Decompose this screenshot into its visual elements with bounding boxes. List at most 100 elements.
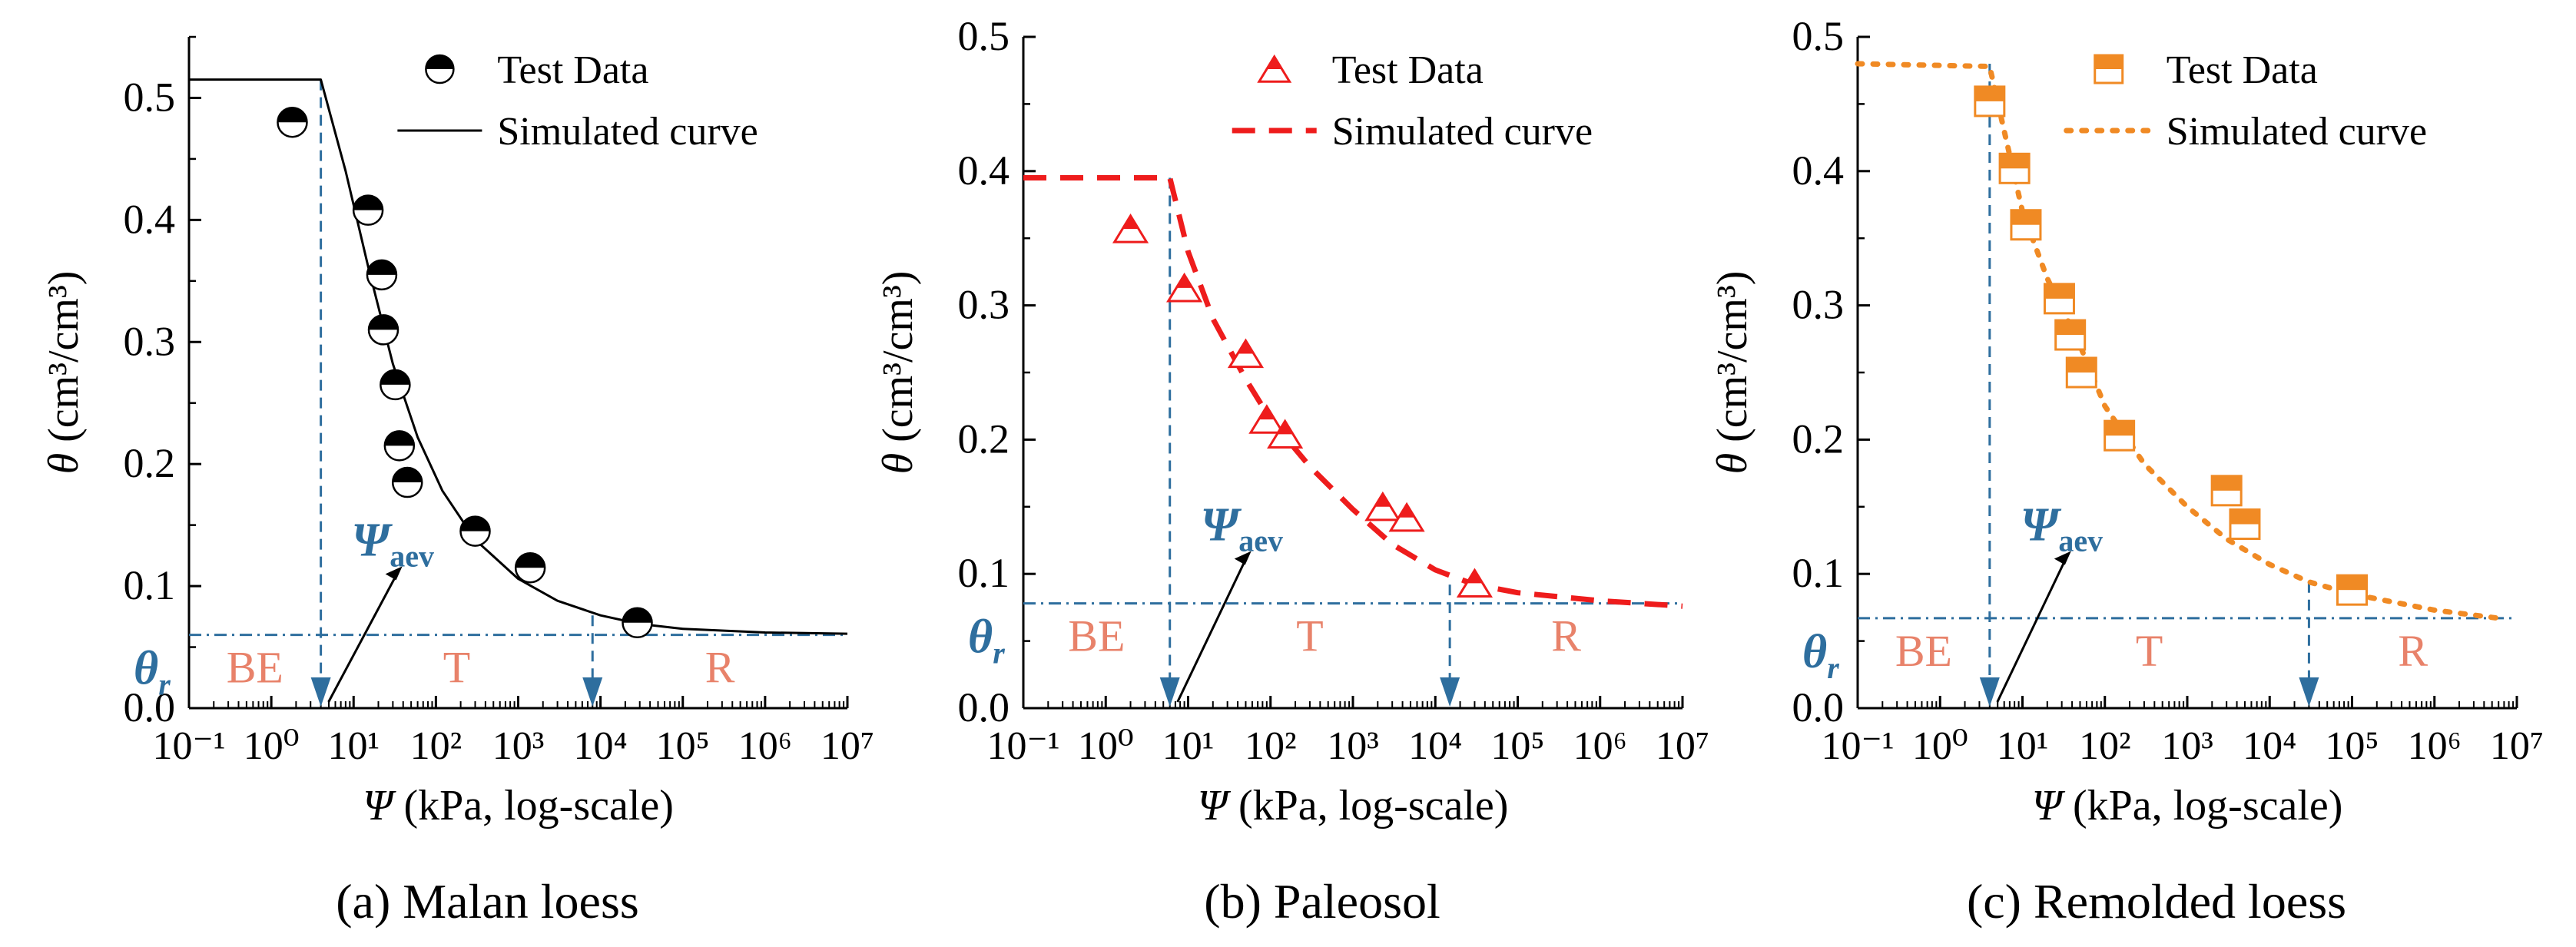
psi-aev-pointer	[1996, 556, 2068, 703]
x-tick-label: 10⁴	[1408, 724, 1462, 768]
x-tick-label: 10³	[492, 724, 545, 768]
legend-label: Test Data	[1332, 48, 1484, 92]
marker-fill	[426, 55, 454, 69]
zone-label: T	[1296, 611, 1323, 661]
test-data-point	[1166, 272, 1203, 303]
legend-label: Test Data	[2167, 48, 2318, 92]
x-axis-unit: (kPa, log-scale)	[2062, 782, 2342, 829]
marker-fill	[2212, 475, 2242, 491]
y-tick-label: 0.0	[1792, 684, 1845, 730]
marker-fill	[516, 553, 545, 568]
x-tick-label: 10³	[1327, 724, 1379, 768]
y-tick-label: 0.2	[1792, 416, 1845, 462]
x-tick-label: 10⁵	[656, 724, 710, 768]
y-tick-label: 0.0	[124, 684, 176, 730]
x-axis-unit: (kPa, log-scale)	[393, 782, 673, 829]
x-axis-symbol: Ψ	[2032, 782, 2066, 829]
marker-fill	[622, 608, 652, 623]
zone-label: R	[2398, 626, 2428, 676]
psi-aev-subscript: aev	[390, 538, 434, 573]
y-axis-title: θ (cm³/cm³)	[874, 271, 922, 475]
y-axis-symbol: θ	[874, 453, 922, 475]
marker-fill	[1266, 56, 1282, 69]
psi-aev-label: Ψaev	[2021, 499, 2103, 558]
test-data-point	[2054, 319, 2087, 351]
theta-r-label: θr	[1802, 626, 1839, 685]
panel-caption: (b) Paleosol	[1204, 874, 1441, 929]
zone-label: BE	[1895, 626, 1952, 676]
panel-caption: (a) Malan loess	[336, 874, 639, 929]
marker-fill	[369, 315, 399, 330]
x-tick-label: 10¹	[1997, 724, 2049, 768]
y-axis-title: θ (cm³/cm³)	[40, 271, 88, 475]
psi-aev-subscript: aev	[2058, 524, 2103, 558]
legend-label: Simulated curve	[1332, 110, 1593, 154]
marker-fill	[2011, 210, 2041, 225]
test-data-point	[1267, 419, 1304, 449]
theta-r-subscript: r	[993, 636, 1005, 671]
psi-aev-pointer-head	[2054, 551, 2071, 565]
x-axis-title: Ψ (kPa, log-scale)	[2032, 782, 2343, 829]
panel-c: 0.0 0.1 0.2 0.3 0.4 0.5 10⁻¹ 10⁰ 10¹ 10² 10³ 10⁴ 10⁵…	[1709, 13, 2544, 929]
x-tick-label: 10⁷	[2490, 724, 2544, 768]
x-tick-label: 10⁰	[244, 724, 300, 768]
marker-fill	[2000, 154, 2030, 169]
test-data-point	[1388, 502, 1425, 532]
test-data-point	[2104, 419, 2136, 452]
y-tick-label: 0.3	[124, 318, 176, 364]
test-data-point	[383, 430, 416, 462]
x-tick-label: 10⁶	[1573, 724, 1627, 768]
simulated-curve	[189, 78, 848, 635]
theta-r-symbol: θ	[1802, 626, 1827, 678]
zone-label: R	[705, 643, 735, 693]
test-data-point	[2210, 475, 2243, 507]
psi-aev-arrow-head	[1159, 677, 1180, 707]
marker-fill	[460, 516, 490, 531]
zone-label: BE	[1068, 611, 1125, 661]
test-data-point	[380, 369, 411, 401]
x-tick-label: 10⁵	[1490, 724, 1544, 768]
psi-aev-label: Ψaev	[1201, 499, 1283, 558]
x-tick-label: 10²	[410, 724, 462, 768]
test-data-point	[2065, 356, 2097, 389]
y-tick-label: 0.4	[1792, 147, 1845, 194]
marker-fill	[384, 431, 414, 446]
psi-aev-subscript: aev	[1238, 524, 1283, 558]
theta-r-subscript: r	[1827, 651, 1839, 685]
psi-aev-pointer-head	[1234, 551, 1252, 565]
psi-aev-pointer	[1176, 556, 1248, 703]
theta-r-label: θr	[968, 611, 1005, 671]
x-tick-label: 10¹	[327, 724, 380, 768]
psi-aev-pointer-head	[385, 566, 403, 581]
marker-fill	[2094, 55, 2123, 69]
x-tick-label: 10⁻¹	[1821, 724, 1894, 768]
psi-aev-arrow-head	[310, 677, 331, 707]
y-axis-unit: (cm³/cm³)	[874, 271, 922, 453]
marker-fill	[2055, 320, 2085, 336]
marker-fill	[353, 195, 383, 210]
x-tick-label: 10⁷	[821, 724, 874, 768]
test-data-point	[1248, 404, 1285, 434]
marker-fill	[1374, 493, 1391, 507]
x-tick-label: 10³	[2161, 724, 2213, 768]
x-tick-label: 10²	[1245, 724, 1297, 768]
legend-marker	[425, 54, 455, 84]
theta-r-label: θr	[134, 643, 171, 702]
test-data-point	[1227, 338, 1265, 369]
t-r-boundary-arrow-head	[2299, 677, 2319, 707]
zone-label: T	[443, 643, 470, 693]
psi-aev-arrow-head	[1979, 677, 2000, 707]
y-tick-label: 0.1	[1792, 550, 1845, 596]
theta-r-subscript: r	[158, 667, 171, 702]
test-data-point	[622, 607, 653, 639]
y-tick-label: 0.3	[958, 282, 1010, 328]
psi-aev-pointer	[327, 571, 399, 703]
x-tick-label: 10⁶	[738, 724, 792, 768]
x-tick-label: 10⁻¹	[986, 724, 1059, 768]
theta-r-symbol: θ	[134, 643, 158, 695]
y-tick-label: 0.3	[1792, 282, 1845, 328]
test-data-point	[1998, 152, 2031, 184]
legend-label: Simulated curve	[2167, 110, 2427, 154]
marker-fill	[1176, 274, 1193, 288]
